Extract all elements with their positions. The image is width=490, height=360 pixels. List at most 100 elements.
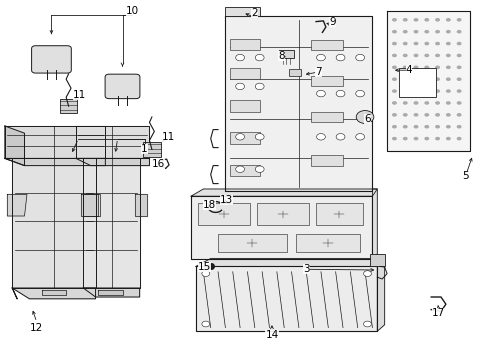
Circle shape	[414, 66, 418, 69]
Circle shape	[457, 113, 462, 117]
Circle shape	[414, 54, 418, 57]
Circle shape	[403, 125, 408, 129]
Bar	[296, 234, 360, 252]
Circle shape	[435, 54, 440, 57]
Circle shape	[457, 101, 462, 105]
Circle shape	[356, 134, 365, 140]
Text: 5: 5	[462, 171, 469, 181]
Bar	[230, 100, 260, 112]
Circle shape	[457, 137, 462, 140]
Circle shape	[446, 54, 451, 57]
Text: 16: 16	[151, 159, 165, 169]
Text: 3: 3	[303, 264, 310, 274]
Circle shape	[392, 77, 397, 81]
Circle shape	[414, 42, 418, 45]
Text: 4: 4	[406, 65, 413, 75]
Bar	[311, 112, 343, 122]
Circle shape	[364, 271, 371, 276]
Circle shape	[414, 125, 418, 129]
Circle shape	[414, 18, 418, 22]
Circle shape	[356, 90, 365, 97]
Polygon shape	[76, 158, 149, 166]
Circle shape	[403, 77, 408, 81]
Circle shape	[446, 42, 451, 45]
Polygon shape	[372, 189, 377, 259]
Circle shape	[336, 54, 345, 61]
Text: 12: 12	[30, 323, 44, 333]
Circle shape	[392, 66, 397, 69]
Polygon shape	[377, 258, 385, 331]
Polygon shape	[191, 189, 377, 196]
Circle shape	[446, 77, 451, 81]
Circle shape	[336, 90, 345, 97]
Bar	[230, 132, 260, 144]
Circle shape	[392, 113, 397, 117]
Bar	[311, 40, 343, 50]
Polygon shape	[196, 266, 377, 331]
Bar	[311, 76, 343, 86]
Circle shape	[403, 30, 408, 33]
Circle shape	[392, 101, 397, 105]
Circle shape	[424, 66, 429, 69]
Text: 14: 14	[265, 330, 279, 340]
Circle shape	[446, 30, 451, 33]
Polygon shape	[83, 158, 140, 288]
Circle shape	[457, 54, 462, 57]
Polygon shape	[196, 258, 385, 266]
Text: 2: 2	[251, 8, 258, 18]
Circle shape	[364, 321, 371, 327]
Bar	[399, 68, 436, 97]
Circle shape	[435, 89, 440, 93]
Circle shape	[457, 125, 462, 129]
Circle shape	[446, 137, 451, 140]
Circle shape	[435, 66, 440, 69]
Text: 6: 6	[364, 114, 371, 124]
Bar	[218, 234, 287, 252]
Circle shape	[414, 30, 418, 33]
Text: 18: 18	[203, 200, 217, 210]
Circle shape	[236, 134, 245, 140]
Polygon shape	[191, 196, 372, 259]
Circle shape	[435, 125, 440, 129]
Circle shape	[403, 89, 408, 93]
Text: 11: 11	[161, 132, 175, 142]
Circle shape	[392, 18, 397, 22]
Polygon shape	[5, 126, 24, 166]
Bar	[143, 142, 161, 157]
Text: 11: 11	[73, 90, 87, 100]
Circle shape	[457, 42, 462, 45]
Circle shape	[414, 113, 418, 117]
Circle shape	[392, 54, 397, 57]
Circle shape	[202, 271, 210, 276]
Circle shape	[435, 137, 440, 140]
FancyBboxPatch shape	[31, 46, 72, 73]
Circle shape	[424, 42, 429, 45]
Circle shape	[424, 77, 429, 81]
Polygon shape	[225, 16, 372, 191]
Circle shape	[424, 30, 429, 33]
Bar	[225, 7, 260, 16]
Circle shape	[336, 134, 345, 140]
FancyBboxPatch shape	[105, 74, 140, 99]
Circle shape	[424, 113, 429, 117]
Bar	[311, 155, 343, 166]
Polygon shape	[12, 288, 96, 299]
Circle shape	[446, 66, 451, 69]
Bar	[279, 50, 294, 58]
Circle shape	[255, 166, 264, 172]
Circle shape	[435, 18, 440, 22]
Circle shape	[424, 101, 429, 105]
Circle shape	[255, 134, 264, 140]
Circle shape	[236, 54, 245, 61]
Bar	[257, 203, 309, 225]
Circle shape	[392, 30, 397, 33]
Circle shape	[414, 101, 418, 105]
Text: 13: 13	[220, 195, 234, 205]
Circle shape	[392, 89, 397, 93]
Circle shape	[317, 90, 325, 97]
Circle shape	[356, 54, 365, 61]
Circle shape	[392, 125, 397, 129]
Bar	[370, 254, 385, 266]
Circle shape	[403, 42, 408, 45]
Polygon shape	[12, 158, 96, 288]
